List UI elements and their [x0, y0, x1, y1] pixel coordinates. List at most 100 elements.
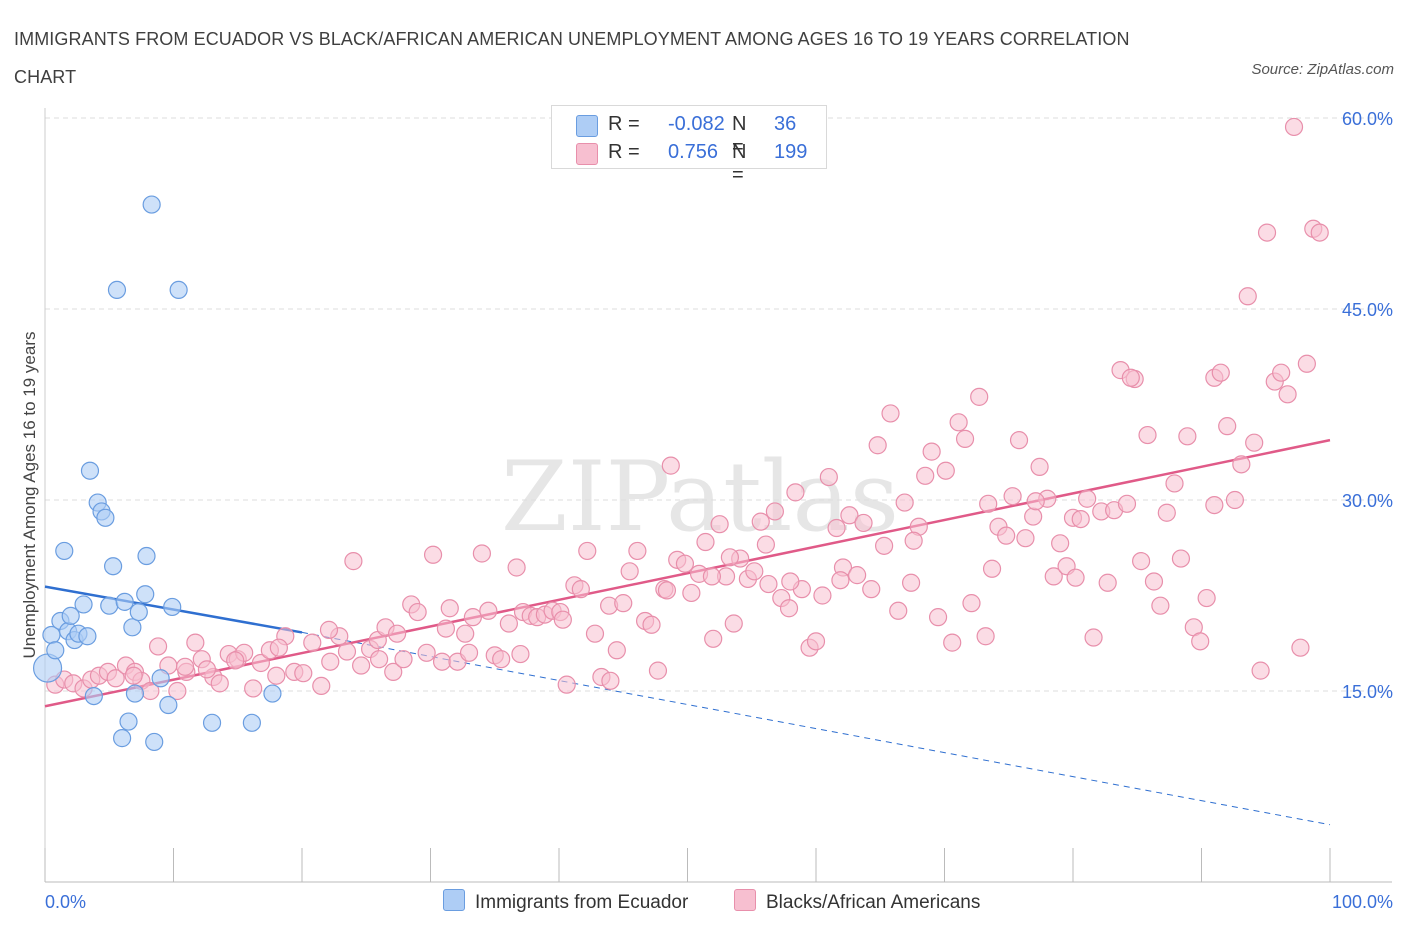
point-black-african-american	[889, 601, 908, 620]
point-black-african-american	[628, 541, 647, 561]
point-black-african-american	[840, 506, 859, 525]
point-ecuador	[112, 729, 132, 748]
point-black-african-american	[303, 633, 322, 652]
point-black-african-american	[904, 531, 923, 550]
point-black-african-american	[251, 653, 270, 673]
x-tick-label: 0.0%	[45, 892, 86, 912]
point-ecuador	[107, 280, 127, 299]
point-ecuador	[46, 641, 65, 660]
point-black-african-american	[1098, 573, 1117, 592]
point-black-african-american	[148, 637, 168, 656]
point-black-african-american	[982, 559, 1002, 578]
point-black-african-american	[1117, 494, 1137, 513]
correlation-legend: R = -0.082 N = 36 R = 0.756 N = 199	[551, 105, 827, 186]
point-black-african-american	[675, 554, 695, 573]
point-black-african-american	[553, 610, 572, 629]
point-black-african-american	[704, 629, 723, 648]
point-black-african-american	[585, 624, 605, 643]
point-ecuador	[137, 546, 156, 566]
point-black-african-american	[370, 650, 389, 669]
point-black-african-american	[1178, 427, 1197, 446]
point-black-african-american	[1157, 503, 1176, 522]
point-black-african-american	[511, 644, 530, 664]
point-black-african-american	[459, 643, 479, 662]
point-black-african-american	[1084, 628, 1103, 647]
point-black-african-american	[387, 624, 407, 643]
legend-r-value: 0.756	[668, 141, 719, 163]
point-black-african-american	[745, 562, 764, 581]
point-black-african-american	[267, 666, 286, 685]
point-ecuador	[74, 595, 93, 614]
point-ecuador	[100, 596, 119, 615]
bottom-legend-swatch	[734, 889, 756, 911]
point-black-african-american	[916, 466, 935, 485]
y-axis-label: Unemployment Among Ages 16 to 19 years	[20, 332, 39, 659]
point-black-african-american	[601, 671, 620, 690]
point-black-african-american	[1197, 588, 1216, 608]
point-ecuador	[129, 602, 148, 622]
point-black-african-american	[979, 494, 998, 513]
point-ecuador	[104, 557, 123, 576]
point-black-african-american	[607, 641, 626, 660]
point-black-african-american	[827, 518, 846, 538]
point-black-african-american	[479, 601, 498, 620]
point-black-african-american	[806, 632, 826, 651]
legend-r-value: -0.082	[668, 113, 725, 135]
point-black-african-american	[881, 404, 900, 423]
point-ecuador	[159, 695, 178, 715]
point-black-african-american	[175, 657, 195, 676]
point-black-african-american	[186, 633, 205, 652]
point-ecuador	[145, 732, 164, 752]
point-black-african-american	[1171, 549, 1191, 568]
point-black-african-american	[210, 674, 229, 693]
point-ecuador	[78, 627, 97, 646]
point-black-african-american	[862, 580, 881, 599]
point-black-african-american	[269, 638, 288, 657]
y-tick-label: 30.0%	[1342, 491, 1393, 511]
point-black-african-american	[1278, 385, 1297, 404]
point-black-african-american	[472, 544, 491, 563]
point-black-african-american	[751, 512, 770, 531]
bottom-legend-ecuador: Immigrants from Ecuador	[443, 889, 688, 914]
point-black-african-american	[781, 572, 800, 591]
legend-n-value: 199	[774, 141, 808, 163]
point-black-african-american	[724, 614, 743, 633]
point-ecuador	[115, 592, 134, 611]
point-ecuador	[163, 597, 182, 617]
point-black-african-american	[1251, 661, 1270, 680]
point-black-african-american	[1066, 568, 1085, 587]
point-black-african-american	[949, 413, 968, 432]
point-black-african-american	[423, 545, 443, 564]
point-black-african-american	[463, 608, 483, 627]
point-black-african-american	[571, 580, 590, 599]
point-black-african-american	[696, 532, 715, 552]
point-black-african-american	[1245, 433, 1264, 452]
legend-n-label: N =	[732, 141, 747, 186]
legend-swatch-black	[576, 143, 598, 165]
point-ecuador	[242, 713, 261, 732]
point-black-african-american	[408, 602, 427, 622]
point-black-african-american	[936, 461, 955, 480]
point-black-african-american	[1272, 363, 1291, 382]
point-black-african-american	[578, 541, 597, 561]
point-black-african-american	[106, 669, 125, 688]
point-ecuador	[151, 669, 170, 688]
point-black-african-american	[759, 574, 778, 594]
point-ecuador	[55, 541, 74, 561]
point-black-african-american	[499, 614, 518, 633]
point-black-african-american	[1003, 487, 1022, 506]
point-black-african-american	[294, 664, 313, 683]
point-black-african-american	[1205, 495, 1224, 515]
point-black-african-american	[1238, 287, 1257, 306]
point-black-african-american	[124, 666, 143, 685]
legend-r-label: R =	[608, 141, 640, 163]
point-black-african-american	[779, 599, 799, 618]
point-ecuador	[80, 461, 100, 480]
point-black-african-american	[1030, 457, 1049, 476]
point-black-african-american	[312, 676, 331, 696]
point-black-african-american	[1257, 223, 1277, 242]
point-black-african-american	[492, 650, 511, 669]
point-black-african-american	[384, 662, 403, 682]
point-black-african-american	[1071, 509, 1090, 529]
point-ecuador	[169, 280, 188, 299]
